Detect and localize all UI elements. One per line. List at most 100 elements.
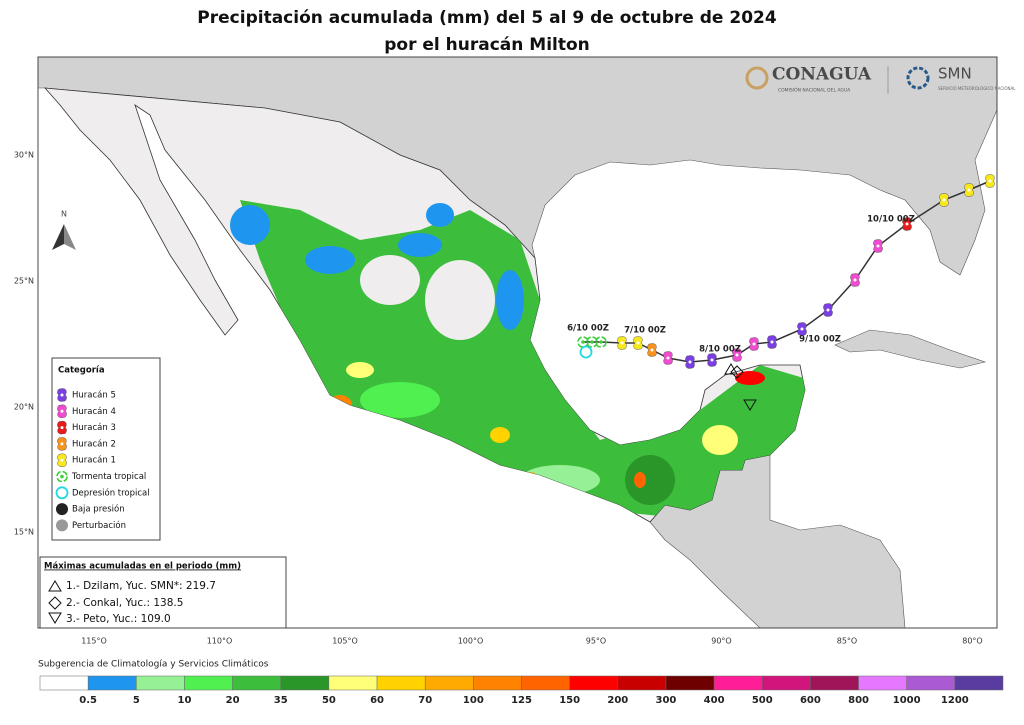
colorbar-segment — [665, 675, 715, 691]
colorbar-label: 800 — [848, 695, 869, 706]
colorbar-label: 1200 — [941, 695, 969, 706]
legend-label: Perturbación — [72, 520, 126, 531]
eye — [60, 426, 64, 430]
smn-logo — [906, 66, 930, 90]
lon-label: 90°O — [711, 637, 731, 646]
colorbar-label: 400 — [704, 695, 725, 706]
lat-label: 25°N — [14, 277, 34, 286]
colorbar-label: 500 — [752, 695, 773, 706]
symbol-diamond — [48, 596, 62, 610]
colorbar-segment — [569, 675, 619, 691]
marker-hurricane — [985, 174, 995, 188]
maxima-item: 1.- Dzilam, Yuc. SMN*: 219.7 — [66, 580, 216, 592]
storm-symbol — [586, 336, 598, 348]
depression-symbol — [579, 345, 593, 359]
symbol-triangle-down — [48, 612, 62, 624]
eye — [620, 341, 624, 345]
precipitation — [230, 200, 805, 520]
colorbar-segment — [473, 675, 522, 691]
title: Precipitación acumulada (mm) del 5 al 9 … — [197, 8, 777, 28]
colorbar-label: 150 — [559, 695, 580, 706]
marker-hurricane — [964, 183, 974, 197]
eye — [60, 442, 64, 446]
colorbar: 0.5 5 10 20 35 50 60 70 100 125 150 200 300 400 500 600… — [39, 675, 1004, 706]
marker-hurricane — [685, 355, 695, 369]
storm-symbol — [56, 470, 68, 483]
logos: CONAGUA COMISIÓN NACIONAL DEL AGUA SMN S… — [745, 65, 1016, 94]
colorbar-segment — [136, 675, 185, 691]
colorbar-segment — [280, 675, 330, 691]
conagua-name: CONAGUA — [772, 65, 872, 85]
marker-hurricane — [57, 420, 67, 435]
eye — [988, 179, 992, 183]
dot-symbol — [56, 503, 68, 516]
legend-title: Categoría — [58, 366, 105, 376]
colorbar-label: 5 — [133, 695, 140, 706]
eye — [60, 474, 64, 479]
eye — [636, 341, 640, 345]
lon-label: 100°O — [458, 637, 484, 646]
marker-hurricane — [57, 404, 67, 418]
eye — [967, 188, 971, 192]
marker-hurricane — [57, 437, 67, 451]
marker-hurricane — [850, 273, 860, 287]
eye — [735, 353, 739, 357]
marker-ring — [55, 486, 69, 500]
colorbar-label: 300 — [656, 695, 677, 706]
marker-storm — [595, 336, 607, 348]
maxima-item: 3.- Peto, Yuc.: 109.0 — [66, 613, 171, 625]
marker-hurricane — [617, 336, 627, 350]
eye — [752, 342, 756, 346]
eye — [60, 393, 64, 397]
lon-label: 105°O — [332, 637, 358, 646]
lon-label: 80°O — [962, 637, 982, 646]
legend-label: Depresión tropical — [72, 487, 150, 498]
legend-label: Tormenta tropical — [71, 472, 146, 482]
colorbar-label: 50 — [322, 695, 336, 706]
lon-label: 110°O — [207, 637, 233, 646]
lon-label: 95°O — [586, 637, 606, 646]
marker-storm — [56, 470, 68, 483]
legend-label: Huracán 2 — [72, 439, 116, 449]
legend-box — [51, 357, 161, 541]
marker-hurricane — [797, 322, 807, 336]
colorbar-segment — [424, 675, 474, 691]
colorbar-label: 20 — [226, 695, 240, 706]
eye — [650, 348, 654, 352]
storm-symbol — [577, 336, 589, 348]
marker-storm — [586, 336, 598, 348]
legend-label: Baja presión — [72, 504, 125, 515]
colorbar-segment — [617, 675, 667, 691]
marker-hurricane — [663, 351, 673, 365]
cuba — [834, 329, 987, 369]
colorbar-label: 125 — [511, 695, 532, 706]
lat-label: 15°N — [14, 528, 34, 537]
map-frame — [37, 56, 998, 629]
legend-label: Huracán 3 — [72, 423, 116, 433]
legend-label: Huracán 5 — [72, 391, 116, 401]
colorbar-label: 1000 — [893, 695, 921, 706]
dot-symbol — [56, 519, 68, 532]
colorbar-label: 600 — [800, 695, 821, 706]
maxima-item: 2.- Conkal, Yuc.: 138.5 — [66, 597, 183, 609]
track-label: 8/10 00Z — [699, 345, 741, 355]
eye — [581, 340, 585, 344]
marker-hurricane — [707, 353, 717, 367]
colorbar-segment — [87, 675, 137, 691]
conagua-sub: COMISIÓN NACIONAL DEL AGUA — [778, 87, 851, 94]
legend: Huracán 5 Huracán 4 Huracán 3 Huracán 2 Hura… — [55, 388, 150, 532]
colorbar-label: 100 — [463, 695, 484, 706]
lon-label: 85°O — [837, 637, 857, 646]
eye — [60, 409, 64, 413]
eye — [599, 340, 603, 344]
marker-hurricane — [823, 303, 833, 317]
colorbar-segment — [376, 675, 426, 691]
marker-hurricane — [633, 336, 643, 350]
marker-hurricane — [57, 453, 67, 467]
marker-storm — [577, 336, 589, 348]
colorbar-segment — [328, 675, 378, 691]
lat-label: 30°N — [14, 151, 34, 160]
marker-hurricane — [939, 193, 949, 207]
track-markers — [577, 174, 995, 369]
marker-hurricane — [732, 348, 742, 362]
